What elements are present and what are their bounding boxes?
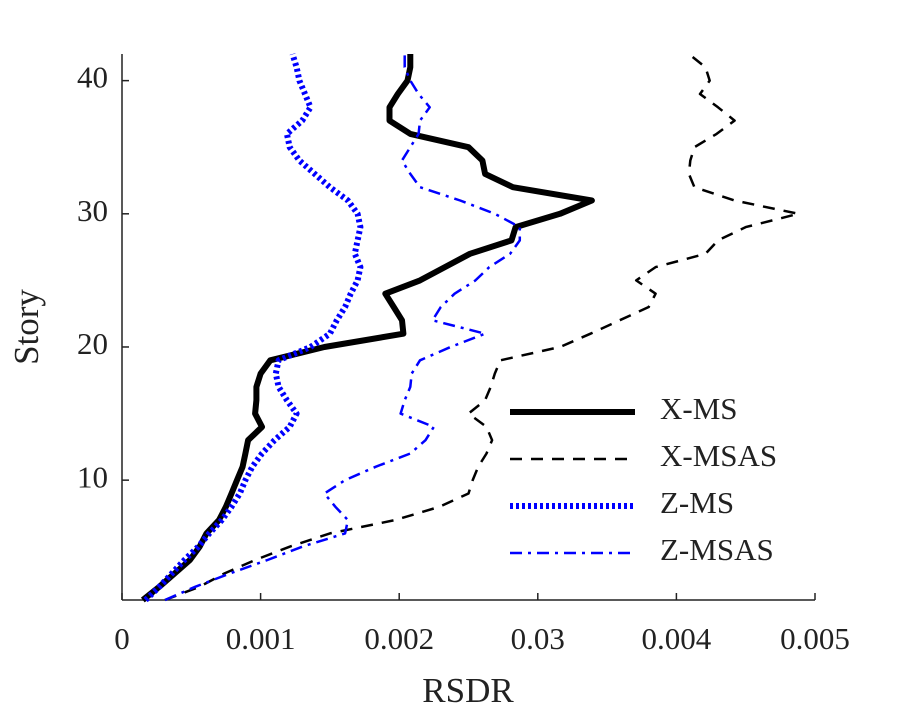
series-line: [164, 53, 800, 602]
y-tick-label: 30: [77, 193, 108, 228]
series-line: [164, 54, 522, 602]
legend-label: Z-MSAS: [660, 532, 774, 567]
y-tick-label: 10: [77, 459, 108, 494]
y-tick-label: 40: [77, 60, 108, 95]
x-tick-label: 0.002: [364, 621, 434, 656]
legend-label: Z-MS: [660, 485, 734, 520]
legend-label: X-MSAS: [660, 438, 777, 473]
series-line: [143, 53, 364, 603]
legend-label: X-MS: [660, 391, 738, 426]
x-tick-label: 0.005: [780, 621, 850, 656]
x-tick-label: 0: [114, 621, 130, 656]
series-line: [140, 54, 595, 603]
x-tick-label: 0.03: [511, 621, 565, 656]
x-axis-label: RSDR: [422, 671, 514, 710]
y-axis-label: Story: [7, 289, 46, 365]
x-tick-label: 0.001: [226, 621, 296, 656]
x-tick-label: 0.004: [642, 621, 712, 656]
y-tick-label: 20: [77, 326, 108, 361]
